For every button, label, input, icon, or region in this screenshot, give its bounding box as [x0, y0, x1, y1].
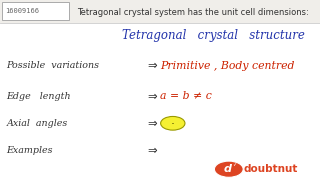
Text: d: d — [223, 164, 231, 174]
Circle shape — [161, 116, 185, 130]
Text: ⇒: ⇒ — [147, 117, 157, 130]
Text: Tetragonal   crystal   structure: Tetragonal crystal structure — [122, 30, 304, 42]
Text: ⇒: ⇒ — [147, 144, 157, 157]
Text: Examples: Examples — [6, 146, 53, 155]
Text: Primitive , Body centred: Primitive , Body centred — [160, 61, 294, 71]
Text: a = b ≠ c: a = b ≠ c — [160, 91, 212, 101]
Text: Possible  variations: Possible variations — [6, 61, 100, 70]
Text: 16009166: 16009166 — [5, 8, 39, 14]
Text: Axial  angles: Axial angles — [6, 119, 68, 128]
Text: Tetragonal crystal system has the unit cell dimensions:: Tetragonal crystal system has the unit c… — [77, 8, 308, 17]
Text: doubtnut: doubtnut — [243, 164, 298, 174]
FancyBboxPatch shape — [0, 0, 320, 22]
Text: ✓: ✓ — [232, 162, 237, 167]
Circle shape — [214, 161, 243, 177]
Text: Edge   length: Edge length — [6, 92, 71, 101]
FancyBboxPatch shape — [2, 2, 69, 20]
Text: ⇒: ⇒ — [147, 90, 157, 103]
Text: ·: · — [171, 118, 175, 131]
Text: ⇒: ⇒ — [147, 59, 157, 72]
